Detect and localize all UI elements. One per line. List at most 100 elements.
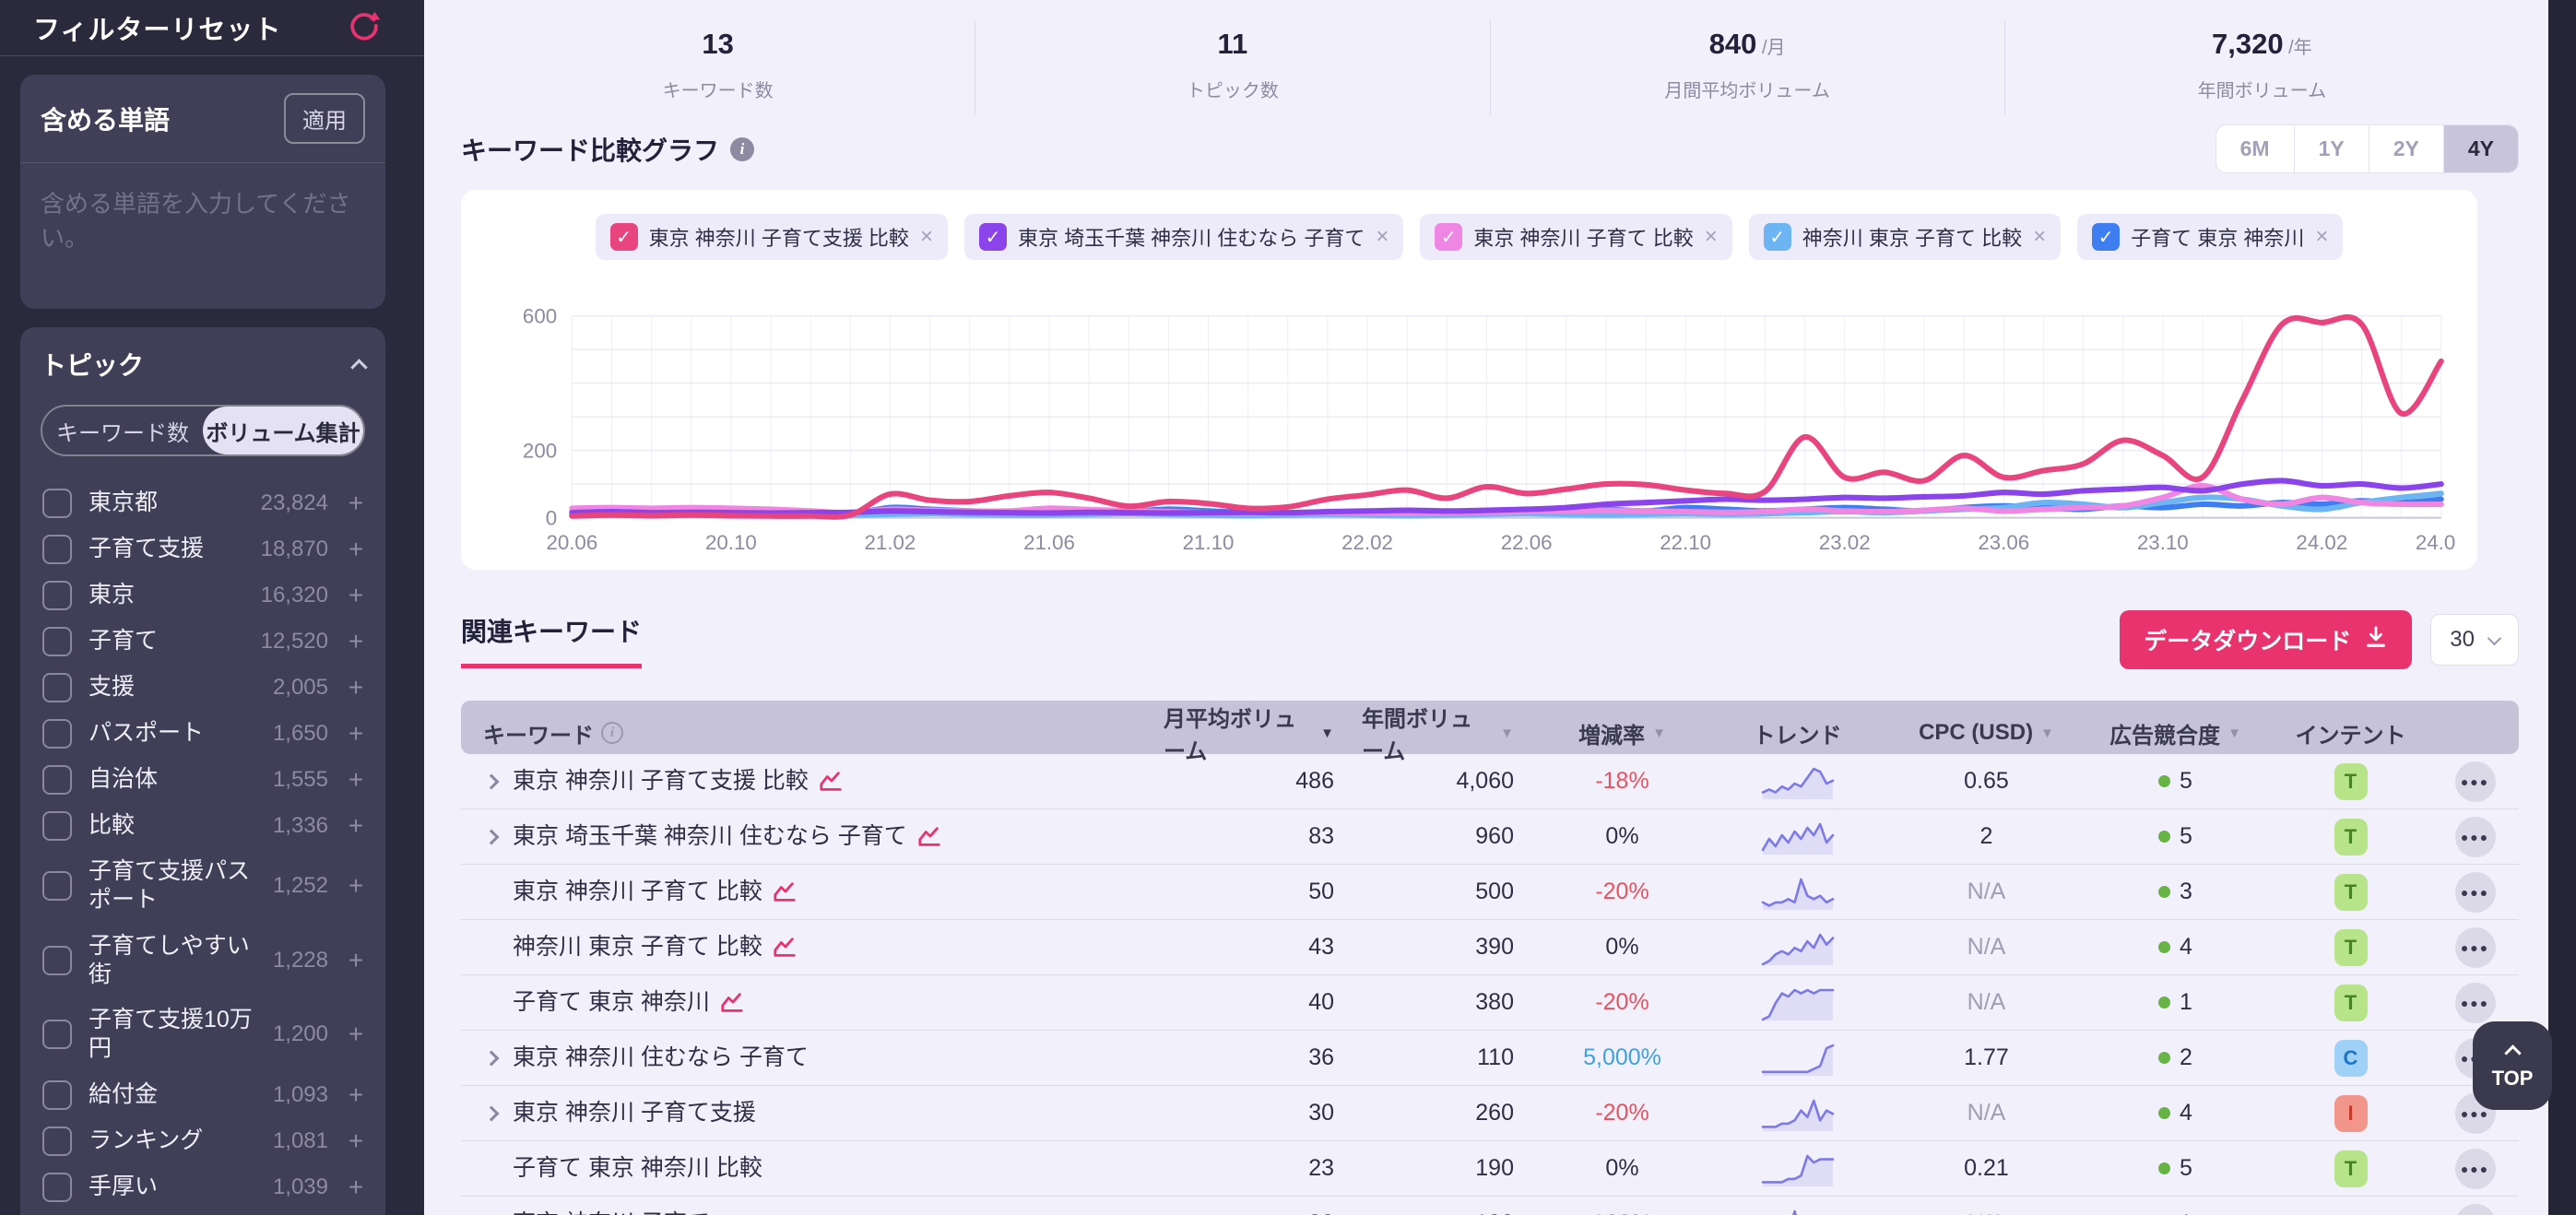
page-size-select[interactable]: 30 (2430, 614, 2519, 666)
row-menu-button[interactable]: ●●● (2454, 926, 2496, 968)
competition-dot-icon (2158, 1052, 2171, 1065)
add-topic-button[interactable]: + (348, 945, 364, 974)
series-checkbox[interactable]: ✓ (1435, 223, 1463, 251)
topic-checkbox[interactable] (42, 535, 72, 564)
column-header[interactable]: 広告競合度 ▼ (2081, 717, 2270, 749)
chart-info-icon[interactable]: i (730, 136, 755, 161)
legend-chip[interactable]: ✓ 神奈川 東京 子育て 比較 × (1748, 214, 2062, 260)
monthly-volume-cell: 36 (1308, 1044, 1334, 1071)
row-menu-button[interactable]: ●●● (2454, 1203, 2496, 1215)
data-download-button[interactable]: データダウンロード (2120, 610, 2413, 670)
monthly-volume-cell: 43 (1308, 934, 1334, 961)
topic-checkbox[interactable] (42, 1172, 72, 1202)
line-chart-icon[interactable] (772, 880, 798, 904)
sort-icon[interactable]: ▼ (2227, 725, 2241, 741)
remove-series-icon[interactable]: × (1704, 224, 1718, 249)
add-topic-button[interactable]: + (348, 1079, 364, 1109)
line-chart-icon[interactable] (772, 936, 798, 960)
add-topic-button[interactable]: + (348, 1020, 364, 1049)
add-topic-button[interactable]: + (348, 673, 364, 702)
column-header[interactable]: CPC (USD) ▼ (1892, 720, 2081, 746)
topic-checkbox[interactable] (42, 871, 72, 902)
apply-button[interactable]: 適用 (284, 93, 365, 144)
topic-toggle-option[interactable]: ボリューム集計 (203, 407, 363, 454)
row-menu-button[interactable]: ●●● (2454, 816, 2496, 857)
row-menu-button[interactable]: ●●● (2454, 871, 2496, 913)
collapse-chevron-icon[interactable] (350, 358, 368, 376)
range-button-2y[interactable]: 2Y (2368, 125, 2443, 172)
range-button-4y[interactable]: 4Y (2442, 125, 2518, 172)
line-chart-icon[interactable] (916, 825, 942, 849)
legend-chip[interactable]: ✓ 東京 神奈川 子育て 比較 × (1420, 214, 1732, 260)
range-button-6m[interactable]: 6M (2239, 136, 2270, 160)
topic-checkbox[interactable] (42, 581, 72, 610)
expand-row-chevron[interactable] (479, 1105, 503, 1122)
scroll-to-top-button[interactable]: TOP (2473, 1021, 2552, 1110)
summary-stat: 840 /月 月間平均ボリューム (1489, 20, 2004, 115)
column-header[interactable]: 年間ボリューム ▼ (1362, 701, 1542, 765)
topic-checkbox[interactable] (42, 673, 72, 702)
series-checkbox[interactable]: ✓ (609, 223, 638, 251)
remove-series-icon[interactable]: × (1376, 224, 1389, 249)
range-button-1y[interactable]: 1Y (2293, 125, 2369, 172)
row-menu-button[interactable]: ●●● (2454, 761, 2496, 802)
add-topic-button[interactable]: + (348, 627, 364, 655)
competition-value: 5 (2180, 768, 2192, 795)
topic-checkbox[interactable] (42, 945, 72, 975)
keyword-text: 東京 神奈川 子育て支援 (513, 1099, 756, 1126)
topic-checkbox[interactable] (42, 1020, 72, 1050)
topic-volume: 1,252 (272, 873, 328, 899)
topic-checkbox[interactable] (42, 765, 72, 795)
topic-checkbox[interactable] (42, 489, 72, 518)
sort-icon[interactable]: ▼ (1320, 725, 1334, 741)
row-menu-button[interactable]: ●●● (2454, 982, 2496, 1023)
remove-series-icon[interactable]: × (2033, 224, 2047, 249)
column-header[interactable]: 増減率 ▼ (1542, 717, 1703, 749)
sort-icon[interactable]: ▼ (2040, 725, 2054, 741)
add-topic-button[interactable]: + (348, 581, 364, 609)
series-checkbox[interactable]: ✓ (2092, 223, 2121, 251)
expand-row-chevron[interactable] (479, 829, 503, 845)
scroll-to-top-label: TOP (2491, 1066, 2534, 1090)
add-topic-button[interactable]: + (348, 811, 364, 840)
table-row: 子育て 東京 神奈川 比較 23 190 0% 0.21 5 T ●●● (461, 1141, 2519, 1197)
topic-checkbox[interactable] (42, 719, 72, 749)
remove-series-icon[interactable]: × (919, 224, 933, 249)
add-topic-button[interactable]: + (348, 871, 364, 901)
add-topic-button[interactable]: + (348, 719, 364, 748)
include-words-input[interactable]: 含める単語を入力してください。 (20, 162, 385, 309)
expand-row-chevron[interactable] (479, 773, 503, 790)
add-topic-button[interactable]: + (348, 489, 364, 517)
series-checkbox[interactable]: ✓ (978, 223, 1007, 251)
add-topic-button[interactable]: + (348, 765, 364, 794)
line-chart-icon[interactable] (818, 770, 844, 794)
keyword-info-icon[interactable]: i (601, 722, 623, 745)
sort-icon[interactable]: ▼ (1500, 725, 1514, 741)
series-checkbox[interactable]: ✓ (1763, 223, 1791, 251)
monthly-volume-cell: 20 (1164, 1210, 1362, 1215)
ad-competition-cell: 3 (2081, 879, 2270, 905)
topic-checkbox[interactable] (42, 811, 72, 841)
topic-checkbox[interactable] (42, 1079, 72, 1110)
topic-toggle-option[interactable]: キーワード数 (56, 420, 189, 446)
refresh-icon[interactable] (347, 8, 382, 48)
remove-series-icon[interactable]: × (2315, 224, 2329, 249)
sort-icon[interactable]: ▼ (1652, 725, 1666, 741)
legend-chip[interactable]: ✓ 子育て 東京 神奈川 × (2077, 214, 2344, 260)
add-topic-button[interactable]: + (348, 1172, 364, 1201)
topic-checkbox[interactable] (42, 627, 72, 656)
chart-line-series (569, 478, 2444, 516)
competition-value: 1 (2180, 989, 2192, 1016)
column-header[interactable]: 月平均ボリューム ▼ (1164, 701, 1362, 765)
topic-checkbox[interactable] (42, 1126, 72, 1156)
legend-chip[interactable]: ✓ 東京 埼玉千葉 神奈川 住むなら 子育て × (963, 214, 1404, 260)
line-chart-icon[interactable] (719, 991, 745, 1015)
topic-label: 自治体 (89, 766, 159, 793)
add-topic-button[interactable]: + (348, 535, 364, 563)
add-topic-button[interactable]: + (348, 1126, 364, 1155)
svg-text:23.06: 23.06 (1978, 531, 2029, 554)
expand-row-chevron[interactable] (479, 1050, 503, 1067)
row-menu-button[interactable]: ●●● (2454, 1148, 2496, 1189)
legend-chip[interactable]: ✓ 東京 神奈川 子育て支援 比較 × (595, 214, 948, 260)
